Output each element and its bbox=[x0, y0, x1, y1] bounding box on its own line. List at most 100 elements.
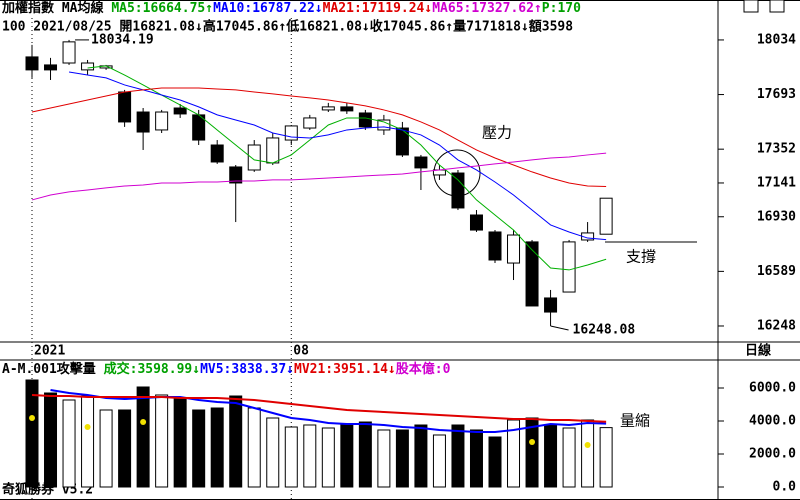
y-tick-label: 2000.0 bbox=[749, 446, 796, 461]
candle-body bbox=[544, 297, 558, 313]
volume-bar bbox=[81, 395, 95, 488]
header-segment: 加權指數 MA均線 bbox=[1, 0, 111, 16]
header-segment: P:170 bbox=[542, 1, 581, 16]
annotation: 16248.08 bbox=[573, 322, 636, 337]
y-tick-label: 16930 bbox=[757, 209, 796, 224]
x-tick-label: 08 bbox=[293, 344, 309, 359]
candle-body bbox=[562, 241, 576, 293]
scroll-button[interactable] bbox=[743, 0, 759, 13]
attack-dot bbox=[84, 424, 91, 430]
candle-body bbox=[25, 56, 39, 71]
volume-bar bbox=[432, 434, 446, 488]
candle-body bbox=[284, 125, 298, 141]
candle-body bbox=[81, 62, 95, 71]
annotation: 壓力 bbox=[482, 124, 512, 142]
candle-body bbox=[62, 41, 76, 64]
volume-bar bbox=[544, 424, 558, 488]
annotation: 量縮 bbox=[620, 412, 650, 430]
candle-body bbox=[210, 144, 224, 163]
volume-bar bbox=[581, 419, 595, 488]
volume-bar bbox=[99, 409, 113, 488]
attack-dot bbox=[140, 419, 147, 425]
header-segment: MV5:3838.37↓ bbox=[200, 362, 294, 377]
x-tick-label: 2021 bbox=[34, 344, 65, 359]
y-tick-label: 6000.0 bbox=[749, 381, 796, 396]
volume-bar bbox=[451, 424, 465, 488]
y-tick-label: 16589 bbox=[757, 264, 796, 279]
header-segment: MA21:17119.24↓ bbox=[323, 1, 433, 16]
candle-body bbox=[469, 214, 483, 231]
candle-body bbox=[173, 107, 187, 115]
y-tick-label: 0.0 bbox=[773, 479, 797, 494]
volume-bar bbox=[155, 394, 169, 488]
volume-bar bbox=[136, 386, 150, 488]
mv-line bbox=[50, 389, 607, 434]
candle-body bbox=[358, 112, 372, 128]
scroll-button[interactable] bbox=[769, 0, 785, 13]
volume-bar bbox=[562, 427, 576, 488]
volume-bar bbox=[599, 427, 613, 488]
period-label: 日線 bbox=[745, 343, 772, 359]
candle-body bbox=[507, 234, 521, 264]
attack-dot bbox=[29, 415, 35, 421]
info-line: 100 2021/08/25 開16821.08↓高17045.86↑低1682… bbox=[2, 19, 573, 35]
candle-body bbox=[395, 127, 409, 156]
volume-bar bbox=[340, 423, 354, 488]
candle-body bbox=[247, 144, 261, 171]
candle-body bbox=[266, 137, 280, 164]
candle-body bbox=[340, 106, 354, 112]
header-segment: MA5:16664.75↑ bbox=[111, 1, 213, 16]
volume-bar bbox=[118, 409, 132, 488]
candle-body bbox=[451, 172, 465, 209]
candle-body bbox=[599, 197, 613, 235]
volume-bar bbox=[44, 392, 58, 488]
header-line: 加權指數 MA均線 MA5:16664.75↑MA10:16787.22↓MA2… bbox=[1, 0, 581, 16]
volume-bar bbox=[229, 395, 243, 488]
annotation: 18034.19 bbox=[91, 32, 154, 47]
volume-bar bbox=[525, 417, 539, 488]
y-tick-label: 17141 bbox=[757, 175, 796, 190]
ma-line bbox=[31, 87, 607, 187]
volume-bar bbox=[358, 421, 372, 488]
y-tick-label: 16248 bbox=[757, 318, 796, 333]
y-tick-label: 17352 bbox=[757, 142, 796, 157]
y-tick-label: 18034 bbox=[757, 32, 796, 47]
candle-body bbox=[155, 111, 169, 131]
volume-header: A-M.001攻擊量 成交:3598.99↓MV5:3838.37↓MV21:3… bbox=[2, 361, 451, 377]
volume-bar bbox=[266, 417, 280, 488]
volume-bar bbox=[377, 429, 391, 488]
volume-bar bbox=[62, 399, 76, 488]
y-tick-label: 4000.0 bbox=[749, 413, 796, 428]
ma-line bbox=[31, 152, 607, 201]
annotation: 支撐 bbox=[626, 248, 656, 266]
candle-body bbox=[229, 166, 243, 184]
candle-body bbox=[136, 111, 150, 133]
candle-body bbox=[525, 241, 539, 307]
volume-bar bbox=[321, 427, 335, 488]
header-segment: 股本億:0 bbox=[396, 361, 451, 377]
header-segment: MV21:3951.14↓ bbox=[294, 362, 396, 377]
volume-bar bbox=[192, 409, 206, 488]
candle-body bbox=[303, 117, 317, 129]
candle-body bbox=[118, 91, 132, 123]
mv-line bbox=[31, 393, 607, 423]
ma-line bbox=[87, 65, 607, 271]
volume-bar bbox=[247, 407, 261, 488]
volume-bar bbox=[173, 397, 187, 488]
header-segment: A-M.001攻擊量 bbox=[2, 361, 104, 377]
candle-body bbox=[321, 106, 335, 111]
volume-bar bbox=[488, 436, 502, 488]
ma-line bbox=[68, 71, 607, 241]
header-segment: MA65:17327.62↑ bbox=[432, 1, 542, 16]
volume-bar bbox=[395, 429, 409, 488]
attack-dot bbox=[584, 442, 591, 448]
volume-bar bbox=[469, 429, 483, 488]
header-segment: 成交:3598.99↓ bbox=[104, 361, 200, 377]
volume-bar bbox=[25, 379, 39, 488]
volume-bar bbox=[210, 407, 224, 488]
header-segment: MA10:16787.22↓ bbox=[213, 1, 323, 16]
y-tick-label: 17693 bbox=[757, 87, 796, 102]
attack-dot bbox=[529, 439, 536, 445]
